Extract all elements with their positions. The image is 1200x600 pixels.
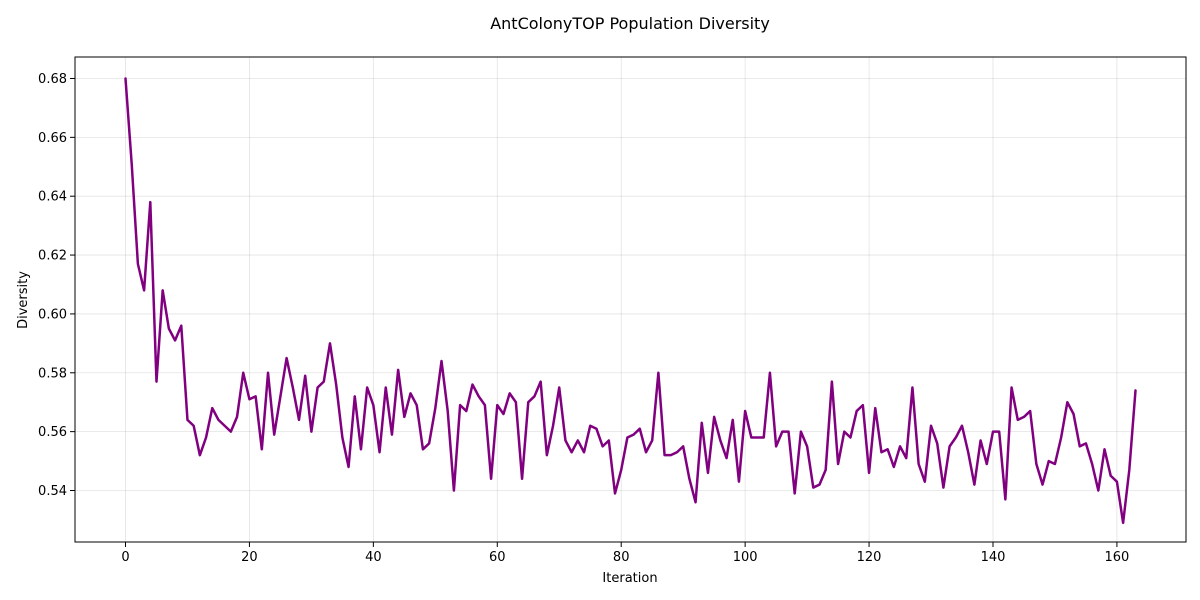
- y-tick-label: 0.56: [38, 425, 67, 440]
- y-tick-label: 0.66: [38, 131, 67, 146]
- x-tick-label: 40: [365, 550, 382, 565]
- y-tick-label: 0.54: [38, 484, 67, 499]
- x-tick-label: 80: [613, 550, 630, 565]
- x-tick-label: 120: [857, 550, 882, 565]
- x-axis-label: Iteration: [602, 571, 657, 586]
- y-tick-label: 0.60: [38, 307, 67, 322]
- plot-frame: [74, 56, 1187, 543]
- y-axis: 0.54 0.56 0.58 0.60 0.62 0.64 0.66 0.68: [38, 72, 75, 499]
- series-line: [124, 77, 1137, 525]
- y-axis-label: Diversity: [16, 271, 31, 329]
- x-tick-label: 140: [981, 550, 1006, 565]
- x-tick-label: 100: [733, 550, 758, 565]
- y-tick-label: 0.64: [38, 190, 67, 205]
- y-tick-label: 0.68: [38, 72, 67, 87]
- grid-lines: [75, 57, 1186, 542]
- x-tick-label: 160: [1104, 550, 1129, 565]
- series-layer: [124, 77, 1137, 525]
- y-tick-label: 0.62: [38, 249, 67, 264]
- y-tick-label: 0.58: [38, 366, 67, 381]
- x-tick-label: 60: [489, 550, 506, 565]
- x-tick-label: 0: [121, 550, 129, 565]
- x-tick-label: 20: [241, 550, 258, 565]
- x-axis: 0 20 40 60 80 100 120 140 160: [121, 542, 1129, 565]
- chart-title: AntColonyTOP Population Diversity: [490, 14, 770, 33]
